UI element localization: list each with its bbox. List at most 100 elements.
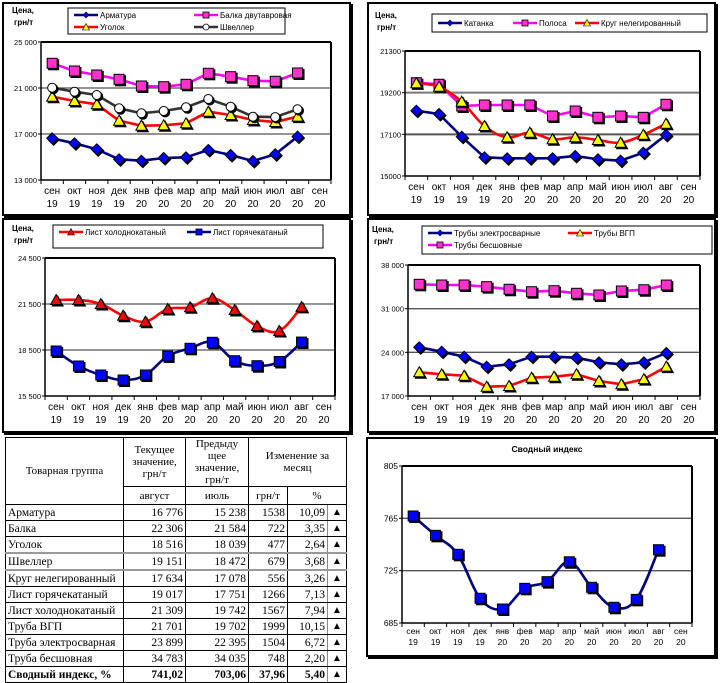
cell-change-abs: 1999: [248, 618, 288, 635]
table-row: Труба ВГП 21 701 19 702 1999 10,15 ▲: [5, 618, 347, 635]
data-point: [660, 279, 672, 291]
data-point: [224, 148, 237, 162]
data-point: [569, 105, 581, 117]
data-point: [592, 356, 606, 369]
legend-item: Швеллер: [194, 23, 254, 32]
data-point: [638, 284, 650, 296]
data-point: [225, 71, 237, 83]
data-point: [161, 302, 175, 314]
x-tick-label-month: июл: [266, 186, 285, 197]
x-tick-label-year: 20: [542, 637, 552, 647]
x-tick-label-year: 20: [654, 637, 664, 647]
cell-current: 741,02: [123, 666, 186, 683]
y-tick-label: 24 000: [381, 348, 404, 357]
x-tick-label-year: 20: [526, 415, 538, 426]
series-3: [45, 90, 306, 133]
data-point: [205, 291, 219, 304]
y-axis-label-line1: Цена,: [372, 225, 394, 234]
cell-change-abs: 1538: [248, 504, 288, 521]
y-tick-label: 805: [384, 461, 398, 471]
series-3: [410, 76, 674, 150]
cell-change-abs: 679: [248, 552, 288, 571]
data-point: [184, 342, 196, 354]
data-point: [432, 107, 446, 121]
x-tick-label-year: 19: [411, 195, 423, 206]
data-point: [269, 148, 282, 161]
plot-area: [45, 258, 335, 396]
cell-change-abs: 748: [248, 650, 288, 667]
data-point: [410, 104, 423, 117]
x-tick-label-year: 20: [270, 199, 282, 210]
series-3: [413, 278, 674, 302]
legend-marker: [436, 241, 444, 249]
x-tick-label-year: 20: [140, 415, 152, 426]
data-point: [292, 104, 303, 115]
cell-previous: 703,06: [185, 666, 249, 683]
x-tick-label-year: 20: [592, 195, 604, 206]
data-point: [91, 69, 103, 81]
x-tick-label-year: 20: [661, 415, 673, 426]
x-tick-label-year: 19: [69, 199, 81, 210]
y-tick-label: 685: [384, 618, 398, 628]
y-tick-label: 18 500: [18, 346, 41, 355]
y-axis-label-line2: грн/т: [374, 237, 393, 246]
data-point: [228, 303, 241, 315]
plot-area: [402, 466, 692, 623]
series-2: [46, 57, 305, 94]
data-point: [135, 80, 147, 92]
data-point: [139, 369, 151, 381]
x-tick-label-month: авг: [294, 402, 309, 413]
data-point: [615, 285, 627, 297]
legend-label: Трубы ВГП: [594, 229, 635, 238]
y-tick-label: 31 000: [381, 305, 404, 314]
cell-change-pct: 10,09: [287, 504, 328, 521]
data-point: [407, 510, 419, 522]
data-point: [413, 341, 426, 354]
cell-group: Сводный индекс, %: [5, 666, 124, 683]
legend-item: Полоса: [513, 19, 567, 28]
x-tick-label-month: апр: [200, 186, 217, 197]
cell-change-pct: 6,72: [287, 634, 328, 651]
x-tick-label-month: июн: [611, 182, 630, 193]
header-change-abs: грн/т: [248, 486, 288, 505]
legend-label: Балка двутавровая: [220, 11, 292, 20]
legend-label: Лист горячекатаный: [213, 228, 288, 237]
y-tick-label: 38 000: [381, 261, 404, 270]
data-point: [525, 350, 538, 363]
cell-group: Труба ВГП: [5, 618, 124, 635]
cell-current: 22 306: [123, 520, 186, 537]
x-tick-label-month: дек: [111, 186, 127, 197]
cell-change-abs: 722: [248, 520, 288, 537]
data-point: [46, 57, 58, 69]
x-tick-label-year: 20: [158, 199, 170, 210]
cell-previous: 17 078: [185, 569, 249, 587]
header-change-pct: %: [287, 486, 347, 505]
x-tick-label-month: май: [226, 402, 244, 413]
data-point: [496, 603, 508, 615]
cell-group: Труба электросварная: [5, 634, 124, 651]
data-point: [546, 132, 559, 145]
data-point: [179, 116, 193, 129]
data-point: [224, 108, 237, 121]
x-tick-label-month: авг: [652, 626, 664, 636]
data-point: [457, 369, 471, 381]
legend-item: Круг нелегированный: [575, 18, 681, 28]
cell-current: 17 634: [123, 569, 186, 587]
x-tick-label-year: 20: [524, 195, 536, 206]
cell-group: Лист горячекатаный: [5, 586, 124, 603]
data-point: [501, 99, 513, 111]
data-point: [158, 106, 169, 116]
data-point: [206, 336, 218, 348]
x-tick-label-year: 20: [520, 637, 530, 647]
data-point: [295, 300, 308, 312]
data-point: [452, 548, 464, 560]
x-tick-label-month: июн: [606, 626, 622, 636]
chart-sheets: 15 500 18 500 21 500 24 500 сен 19 окт 19 ноя 19 д…: [12, 224, 336, 426]
data-point: [432, 80, 446, 92]
table-row: Лист горячекатаный 19 017 17 751 1266 7,13 ▲: [5, 586, 347, 603]
data-point: [180, 78, 192, 90]
series-4: [47, 82, 305, 124]
data-point: [615, 358, 628, 371]
x-tick-label-month: окт: [434, 402, 449, 413]
cell-current: 19 017: [123, 586, 186, 603]
